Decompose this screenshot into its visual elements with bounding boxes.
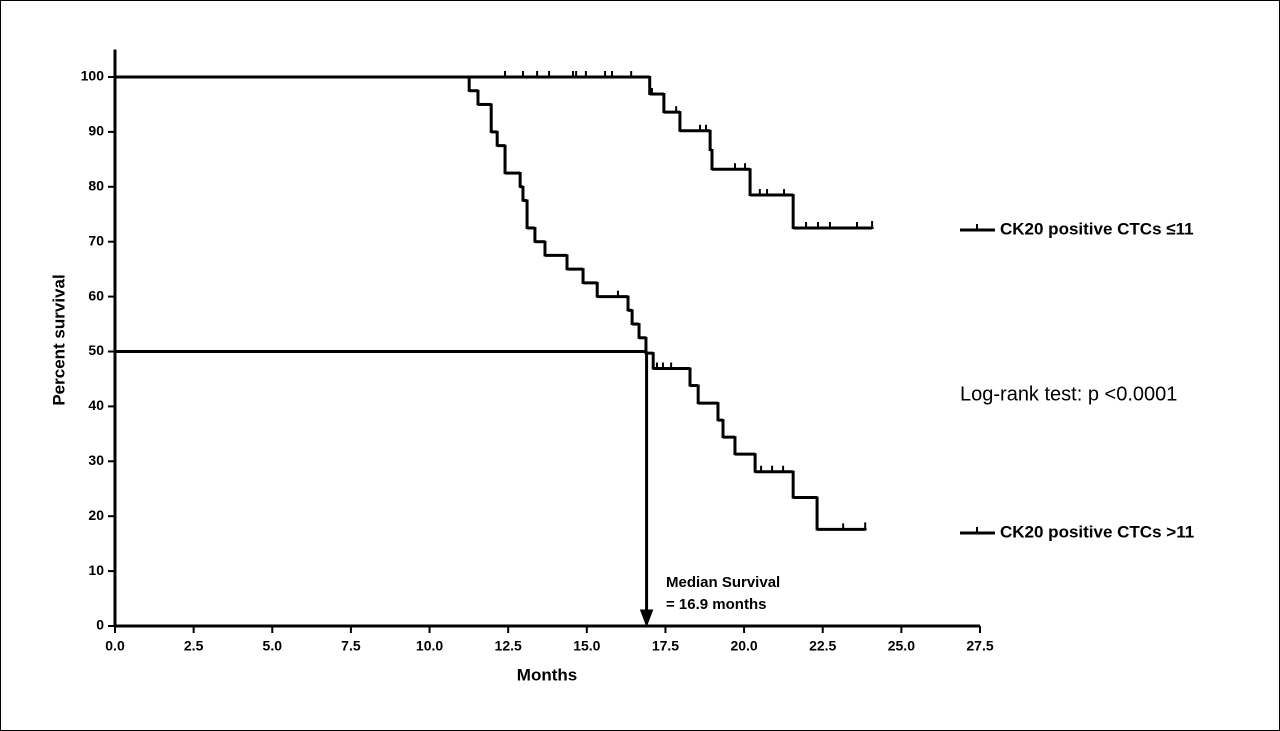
arrow-head [639, 609, 654, 628]
x-tick-label: 2.5 [184, 638, 204, 654]
x-tick-label: 15.0 [573, 638, 600, 654]
y-tick-label: 80 [88, 178, 104, 194]
annotation: = 16.9 months [666, 596, 766, 613]
x-tick-label: 0.0 [105, 638, 125, 654]
y-tick-label: 40 [88, 397, 104, 413]
y-tick-label: 70 [88, 232, 104, 248]
y-tick-label: 10 [88, 562, 104, 578]
x-tick-label: 12.5 [495, 638, 522, 654]
y-tick-label: 20 [88, 507, 104, 523]
x-tick-label: 7.5 [341, 638, 361, 654]
x-tick-label: 20.0 [730, 638, 757, 654]
y-tick-label: 100 [81, 68, 105, 84]
annotation: Median Survival [666, 574, 780, 591]
x-tick-label: 10.0 [416, 638, 443, 654]
x-tick-label: 27.5 [966, 638, 993, 654]
y-tick-label: 50 [88, 342, 104, 358]
y-tick-label: 30 [88, 452, 104, 468]
y-tick-label: 90 [88, 123, 104, 139]
x-tick-label: 5.0 [263, 638, 283, 654]
x-tick-label: 22.5 [809, 638, 836, 654]
y-tick-label: 60 [88, 287, 104, 303]
legend-label: CK20 positive CTCs >11 [1000, 522, 1194, 541]
x-tick-label: 25.0 [888, 638, 915, 654]
annotation: Log-rank test: p <0.0001 [960, 383, 1177, 405]
x-tick-label: 17.5 [652, 638, 679, 654]
legend-label: CK20 positive CTCs ≤11 [1000, 219, 1194, 238]
y-tick-label: 0 [96, 617, 104, 633]
y-axis-label: Percent survival [49, 274, 68, 405]
x-axis-label: Months [517, 665, 577, 684]
